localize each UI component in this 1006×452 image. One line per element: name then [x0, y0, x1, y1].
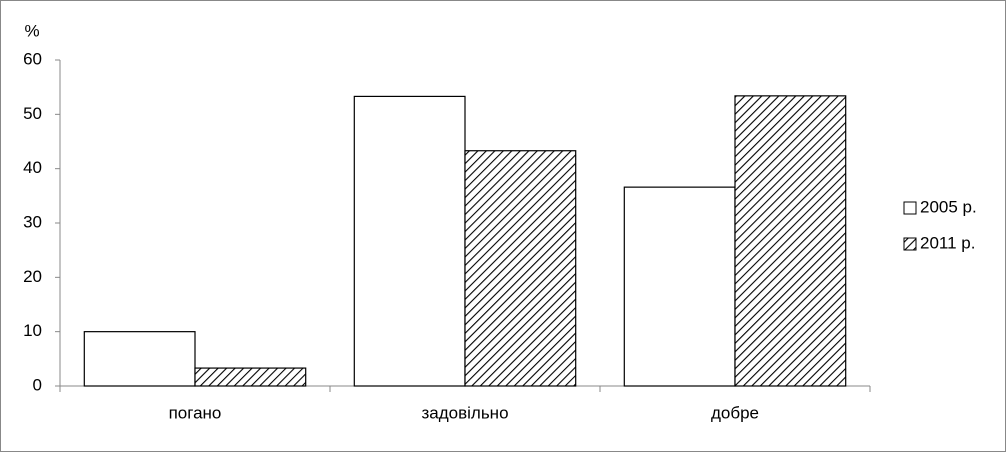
bar [464, 150, 577, 387]
x-tick-label: добре [711, 403, 759, 422]
legend-label: 2005 р. [920, 197, 977, 216]
legend-label: 2011 р. [920, 233, 975, 252]
legend-swatch [903, 237, 917, 251]
y-tick-label: 40 [23, 158, 42, 177]
bar [623, 186, 736, 387]
y-tick-label: 10 [23, 321, 42, 340]
bar [353, 95, 466, 387]
y-tick-label: 30 [23, 212, 42, 231]
y-tick-label: 0 [33, 375, 42, 394]
x-tick-label: погано [169, 403, 222, 422]
y-tick-label: 60 [23, 49, 42, 68]
y-tick-label: 20 [23, 267, 42, 286]
bar [83, 331, 196, 387]
bar [194, 367, 307, 387]
x-tick-label: задовільно [421, 403, 508, 422]
bar [734, 95, 847, 387]
y-tick-label: 50 [23, 104, 42, 123]
legend-swatch [903, 201, 917, 215]
y-axis-label: % [24, 21, 39, 40]
